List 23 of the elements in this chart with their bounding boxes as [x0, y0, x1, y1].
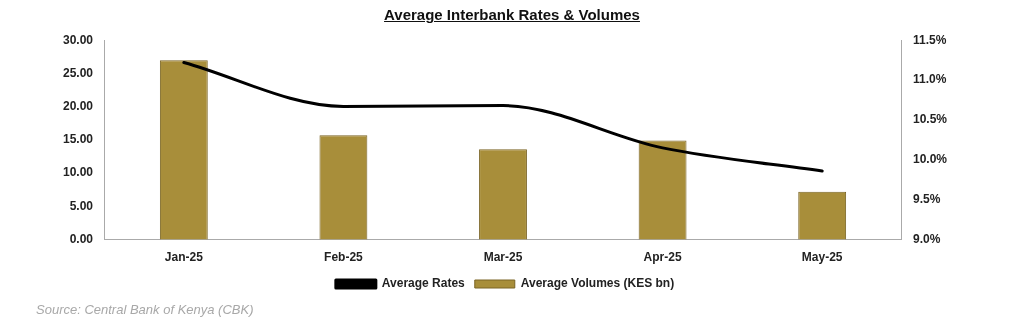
y2-tick-label: 10.5% — [912, 112, 948, 127]
x-tick-label: May-25 — [801, 250, 843, 265]
x-tick-label: Apr-25 — [643, 250, 682, 265]
y-tick-label: 20.00 — [63, 98, 94, 113]
line-series — [182, 61, 824, 173]
y-tick-label: 10.00 — [63, 165, 94, 180]
y-tick-label: 25.00 — [63, 65, 94, 80]
x-tick-label: Jan-25 — [164, 250, 204, 265]
y2-tick-label: 10.0% — [912, 152, 948, 167]
legend-label: Average Volumes (KES bn) — [520, 276, 675, 291]
y2-tick-label: 11.0% — [912, 72, 947, 87]
y2-tick-label: 11.5% — [912, 32, 947, 47]
y-tick-label: 30.00 — [63, 32, 94, 47]
y2-tick-label: 9.0% — [912, 231, 941, 246]
y-tick-label: 15.00 — [63, 132, 94, 147]
chart-title: Average Interbank Rates & Volumes — [383, 6, 641, 23]
y-tick-label: 0.00 — [69, 231, 94, 246]
y2-tick-label: 9.5% — [912, 192, 941, 207]
x-tick-label: Mar-25 — [483, 250, 523, 265]
y-tick-label: 5.00 — [69, 198, 94, 213]
x-tick-label: Feb-25 — [324, 250, 364, 265]
legend-label: Average Rates — [381, 276, 466, 291]
source-note: Source: Central Bank of Kenya (CBK) — [36, 302, 254, 317]
